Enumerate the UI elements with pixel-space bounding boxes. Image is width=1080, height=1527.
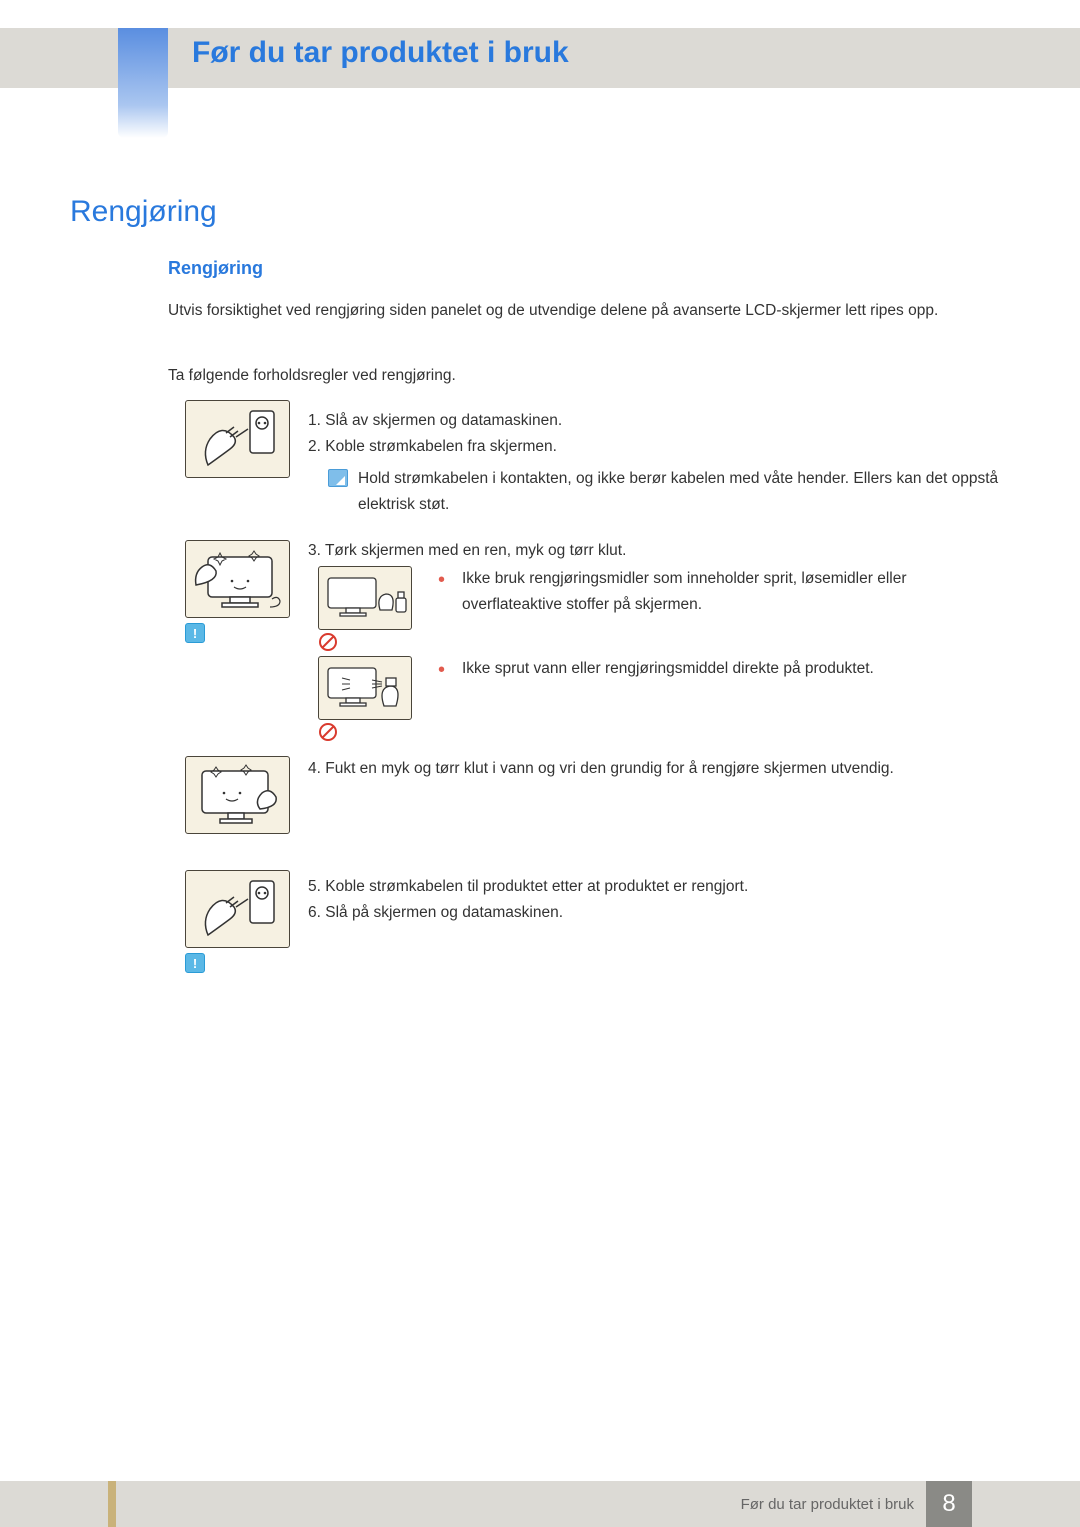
bullet-2: Ikke sprut vann eller rengjøringsmiddel … (462, 656, 1010, 682)
illustration-wipe (185, 540, 290, 618)
page-number: 8 (926, 1481, 972, 1527)
info-badge-icon: ! (185, 623, 205, 643)
illustration-damp-cloth (185, 756, 290, 834)
bullet-icon: • (438, 660, 445, 680)
footer-band: Før du tar produktet i bruk 8 (0, 1481, 1080, 1527)
header-title: Før du tar produktet i bruk (192, 36, 569, 70)
intro-paragraph-1: Utvis forsiktighet ved rengjøring siden … (168, 298, 1010, 324)
section-subtitle: Rengjøring (168, 258, 263, 279)
illustration-unplug (185, 400, 290, 478)
prohibit-icon (318, 632, 338, 652)
note-icon (328, 469, 348, 487)
header-tab (118, 28, 168, 138)
step-4: 4. Fukt en myk og tørr klut i vann og vr… (308, 756, 1010, 782)
illustration-plug-in (185, 870, 290, 948)
step-2: 2. Koble strømkabelen fra skjermen. (308, 434, 557, 460)
intro-paragraph-2: Ta følgende forholdsregler ved rengjørin… (168, 363, 1010, 389)
footer-accent (108, 1481, 116, 1527)
bullet-icon: • (438, 570, 445, 590)
footer-title: Før du tar produktet i bruk (741, 1496, 914, 1513)
prohibit-icon (318, 722, 338, 742)
step-6: 6. Slå på skjermen og datamaskinen. (308, 900, 1010, 926)
bullet-1: Ikke bruk rengjøringsmidler som innehold… (462, 566, 1010, 619)
illustration-no-cleaner (318, 566, 412, 630)
section-title: Rengjøring (70, 195, 217, 229)
step-1: 1. Slå av skjermen og datamaskinen. (308, 408, 562, 434)
step-5: 5. Koble strømkabelen til produktet ette… (308, 874, 1010, 900)
info-badge-icon: ! (185, 953, 205, 973)
illustration-no-spray (318, 656, 412, 720)
note-1: Hold strømkabelen i kontakten, og ikke b… (358, 466, 1010, 519)
step-3: 3. Tørk skjermen med en ren, myk og tørr… (308, 538, 626, 564)
